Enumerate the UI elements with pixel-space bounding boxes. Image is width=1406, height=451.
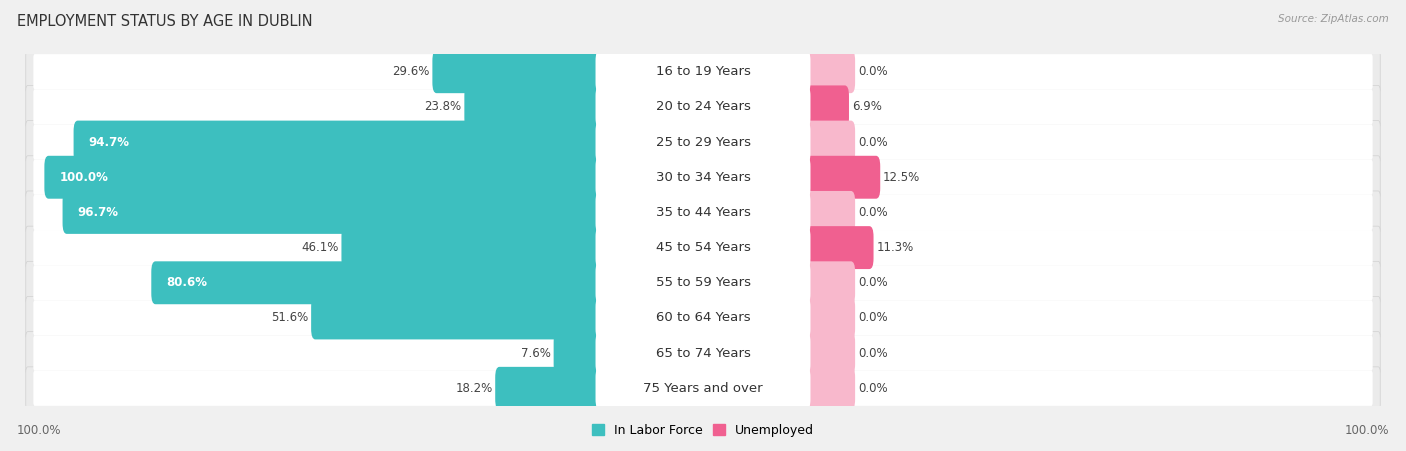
FancyBboxPatch shape (342, 226, 603, 269)
FancyBboxPatch shape (25, 367, 1381, 410)
Text: 0.0%: 0.0% (858, 136, 887, 148)
FancyBboxPatch shape (152, 261, 603, 304)
FancyBboxPatch shape (554, 331, 603, 375)
FancyBboxPatch shape (596, 156, 810, 199)
Text: 51.6%: 51.6% (271, 312, 308, 324)
FancyBboxPatch shape (25, 50, 1381, 93)
Text: 46.1%: 46.1% (301, 241, 339, 254)
FancyBboxPatch shape (34, 124, 1372, 160)
FancyBboxPatch shape (45, 156, 603, 199)
Text: 16 to 19 Years: 16 to 19 Years (655, 65, 751, 78)
FancyBboxPatch shape (803, 50, 855, 93)
FancyBboxPatch shape (803, 261, 855, 304)
Text: 11.3%: 11.3% (876, 241, 914, 254)
Text: 100.0%: 100.0% (17, 424, 62, 437)
Text: 65 to 74 Years: 65 to 74 Years (655, 347, 751, 359)
Text: 94.7%: 94.7% (89, 136, 129, 148)
Text: 96.7%: 96.7% (77, 206, 118, 219)
Text: 29.6%: 29.6% (392, 65, 430, 78)
FancyBboxPatch shape (25, 191, 1381, 234)
Text: 0.0%: 0.0% (858, 206, 887, 219)
FancyBboxPatch shape (803, 226, 873, 269)
FancyBboxPatch shape (34, 265, 1372, 300)
FancyBboxPatch shape (34, 230, 1372, 265)
FancyBboxPatch shape (596, 85, 810, 129)
Text: 75 Years and over: 75 Years and over (643, 382, 763, 395)
FancyBboxPatch shape (596, 226, 810, 269)
FancyBboxPatch shape (34, 54, 1372, 89)
Legend: In Labor Force, Unemployed: In Labor Force, Unemployed (586, 419, 820, 442)
FancyBboxPatch shape (803, 331, 855, 375)
FancyBboxPatch shape (34, 195, 1372, 230)
Text: 60 to 64 Years: 60 to 64 Years (655, 312, 751, 324)
Text: 100.0%: 100.0% (59, 171, 108, 184)
FancyBboxPatch shape (25, 226, 1381, 269)
Text: 80.6%: 80.6% (166, 276, 208, 289)
FancyBboxPatch shape (433, 50, 603, 93)
FancyBboxPatch shape (25, 296, 1381, 340)
FancyBboxPatch shape (803, 191, 855, 234)
FancyBboxPatch shape (311, 296, 603, 340)
FancyBboxPatch shape (803, 296, 855, 340)
Text: 0.0%: 0.0% (858, 347, 887, 359)
FancyBboxPatch shape (596, 331, 810, 375)
FancyBboxPatch shape (34, 336, 1372, 371)
Text: 23.8%: 23.8% (425, 101, 461, 113)
FancyBboxPatch shape (596, 50, 810, 93)
FancyBboxPatch shape (73, 120, 603, 164)
Text: Source: ZipAtlas.com: Source: ZipAtlas.com (1278, 14, 1389, 23)
FancyBboxPatch shape (596, 120, 810, 164)
FancyBboxPatch shape (803, 120, 855, 164)
FancyBboxPatch shape (803, 156, 880, 199)
FancyBboxPatch shape (803, 367, 855, 410)
FancyBboxPatch shape (25, 85, 1381, 129)
Text: 55 to 59 Years: 55 to 59 Years (655, 276, 751, 289)
Text: 45 to 54 Years: 45 to 54 Years (655, 241, 751, 254)
Text: 0.0%: 0.0% (858, 312, 887, 324)
Text: 18.2%: 18.2% (456, 382, 492, 395)
FancyBboxPatch shape (464, 85, 603, 129)
FancyBboxPatch shape (495, 367, 603, 410)
Text: 20 to 24 Years: 20 to 24 Years (655, 101, 751, 113)
FancyBboxPatch shape (25, 120, 1381, 164)
FancyBboxPatch shape (803, 85, 849, 129)
Text: 7.6%: 7.6% (522, 347, 551, 359)
FancyBboxPatch shape (34, 160, 1372, 195)
Text: 0.0%: 0.0% (858, 65, 887, 78)
Text: 35 to 44 Years: 35 to 44 Years (655, 206, 751, 219)
Text: 0.0%: 0.0% (858, 382, 887, 395)
Text: 100.0%: 100.0% (1344, 424, 1389, 437)
FancyBboxPatch shape (25, 156, 1381, 199)
FancyBboxPatch shape (34, 371, 1372, 406)
FancyBboxPatch shape (596, 367, 810, 410)
FancyBboxPatch shape (34, 89, 1372, 124)
FancyBboxPatch shape (25, 331, 1381, 375)
FancyBboxPatch shape (596, 296, 810, 340)
Text: 0.0%: 0.0% (858, 276, 887, 289)
Text: 25 to 29 Years: 25 to 29 Years (655, 136, 751, 148)
FancyBboxPatch shape (25, 261, 1381, 304)
Text: EMPLOYMENT STATUS BY AGE IN DUBLIN: EMPLOYMENT STATUS BY AGE IN DUBLIN (17, 14, 312, 28)
Text: 6.9%: 6.9% (852, 101, 882, 113)
Text: 30 to 34 Years: 30 to 34 Years (655, 171, 751, 184)
FancyBboxPatch shape (34, 300, 1372, 336)
FancyBboxPatch shape (596, 191, 810, 234)
FancyBboxPatch shape (596, 261, 810, 304)
FancyBboxPatch shape (62, 191, 603, 234)
Text: 12.5%: 12.5% (883, 171, 921, 184)
